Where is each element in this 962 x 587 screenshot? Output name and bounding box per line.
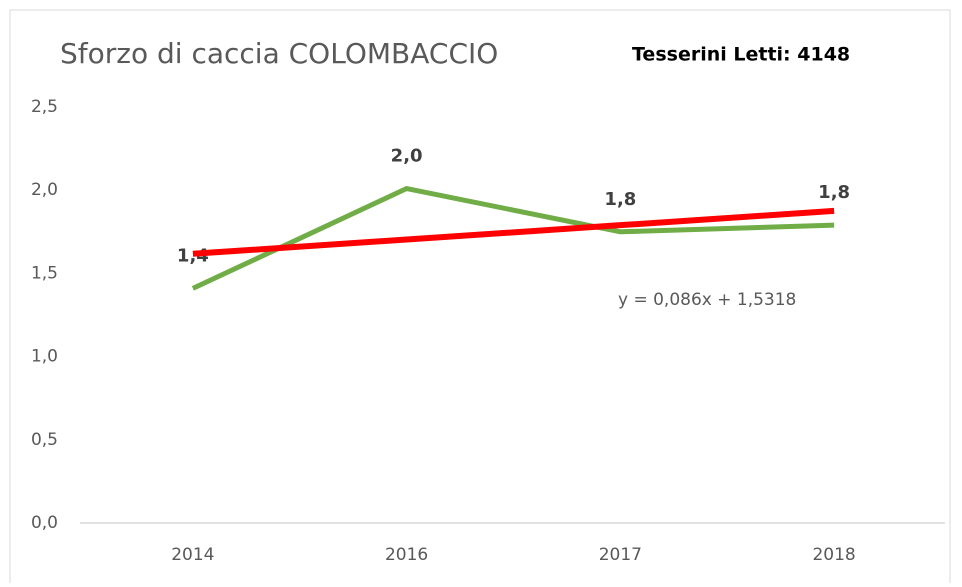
chart-frame bbox=[9, 9, 951, 587]
y-tick-label: 2,0 bbox=[31, 180, 58, 200]
chart-subtitle: Tesserini Letti: 4148 bbox=[632, 44, 850, 66]
data-label: 2,0 bbox=[391, 146, 423, 167]
x-tick-label: 2017 bbox=[599, 545, 642, 565]
y-tick-label: 0,0 bbox=[31, 513, 58, 533]
trend-equation: y = 0,086x + 1,5318 bbox=[618, 290, 796, 310]
trend-line bbox=[192, 207, 835, 257]
x-tick-label: 2014 bbox=[171, 545, 214, 565]
x-tick-label: 2016 bbox=[385, 545, 428, 565]
chart-title: Sforzo di caccia COLOMBACCIO bbox=[60, 37, 498, 70]
data-label: 1,8 bbox=[604, 189, 636, 210]
y-tick-label: 1,0 bbox=[31, 347, 58, 367]
y-tick-label: 1,5 bbox=[31, 263, 58, 283]
x-tick-label: 2018 bbox=[812, 545, 855, 565]
y-tick-label: 0,5 bbox=[31, 430, 58, 450]
y-tick-label: 2,5 bbox=[31, 97, 58, 117]
data-line bbox=[191, 186, 835, 291]
data-label: 1,8 bbox=[818, 182, 850, 203]
